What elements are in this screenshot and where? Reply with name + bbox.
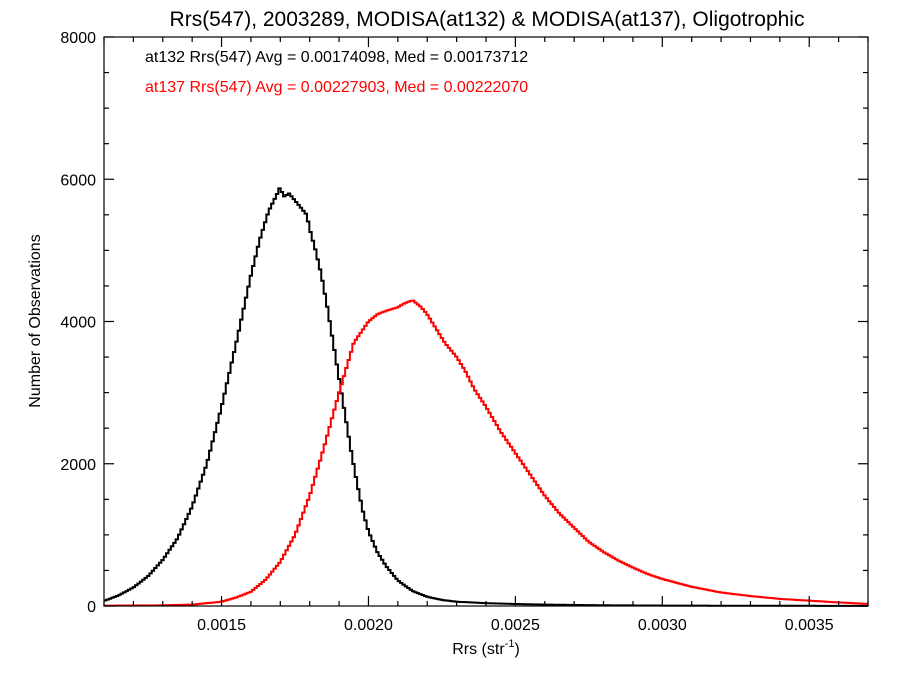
x-tick-label: 0.0015: [197, 617, 246, 634]
x-axis-label-close: ): [514, 641, 519, 658]
chart-title: Rrs(547), 2003289, MODISA(at132) & MODIS…: [170, 8, 805, 31]
annotation-at132: at132 Rrs(547) Avg = 0.00174098, Med = 0…: [145, 49, 528, 66]
series-layer: [104, 187, 868, 607]
x-axis-label: Rrs (str-1): [452, 638, 520, 658]
annotation-at137: at137 Rrs(547) Avg = 0.00227903, Med = 0…: [145, 79, 528, 96]
y-tick-label: 8000: [60, 30, 96, 47]
series-at137-line: [104, 299, 868, 607]
x-tick-label: 0.0025: [491, 617, 540, 634]
x-axis-label-superscript: -1: [505, 638, 515, 650]
y-tick-label: 2000: [60, 457, 96, 474]
y-tick-label: 0: [87, 599, 96, 616]
y-axis-label: Number of Observations: [27, 234, 44, 407]
y-tick-label: 6000: [60, 172, 96, 189]
ticks-layer: 0.0015 0.0020 0.0025 0.0030 0.0035 0 2000 4000 6…: [60, 30, 869, 634]
x-axis-label-main: Rrs (str: [452, 641, 505, 658]
x-tick-label: 0.0035: [785, 617, 834, 634]
y-tick-label: 4000: [60, 315, 96, 332]
x-tick-label: 0.0020: [344, 617, 393, 634]
x-tick-label: 0.0030: [638, 617, 687, 634]
plot-frame: [103, 36, 869, 607]
series-at132-line: [104, 187, 868, 607]
